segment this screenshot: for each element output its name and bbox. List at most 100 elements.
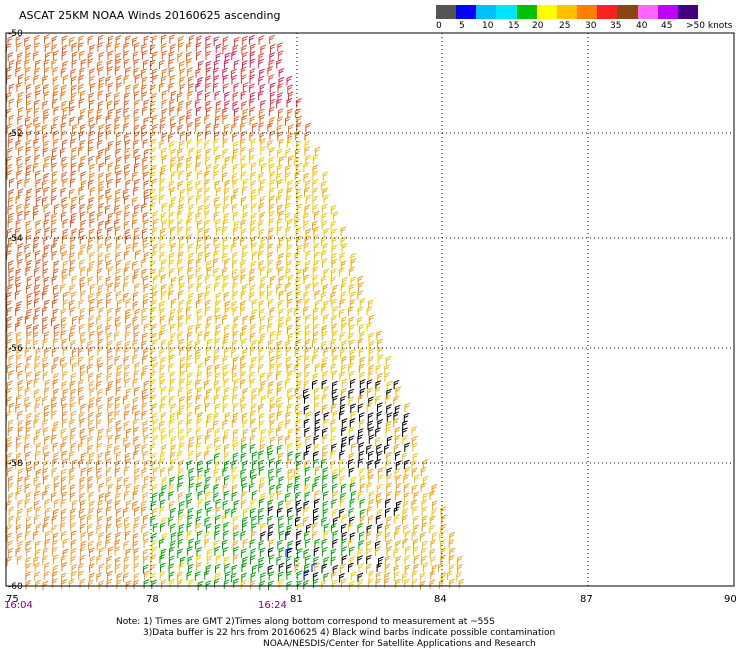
wind-barb [42, 419, 49, 429]
wind-barb [377, 419, 383, 429]
wind-barb [249, 435, 256, 445]
wind-barb [186, 163, 192, 173]
note-line: NOAA/NESDIS/Center for Satellite Applica… [263, 639, 536, 649]
wind-barb [168, 315, 175, 326]
wind-barb [251, 203, 257, 213]
wind-barb [322, 187, 328, 198]
wind-barb [205, 356, 211, 366]
wind-barb [60, 522, 66, 532]
wind-barb [89, 75, 95, 86]
wind-barb [196, 50, 202, 61]
wind-barb [368, 340, 375, 350]
wind-barb [368, 356, 375, 366]
wind-barb [161, 43, 167, 53]
wind-barb [25, 426, 32, 437]
wind-barb [42, 490, 48, 500]
wind-barb [61, 139, 68, 149]
wind-barb [115, 532, 122, 542]
wind-barb [159, 59, 165, 70]
wind-barb [80, 282, 86, 292]
wind-barb [206, 266, 213, 276]
wind-barb [53, 331, 60, 341]
wind-barb [350, 442, 357, 453]
wind-barb [224, 324, 230, 335]
wind-barb [123, 572, 129, 583]
wind-barb [205, 156, 211, 166]
wind-barb [258, 347, 265, 357]
wind-barb [35, 442, 42, 452]
wind-barb [315, 363, 321, 373]
wind-barb [133, 186, 139, 196]
wind-barb [448, 554, 455, 565]
wind-barb [151, 532, 158, 543]
wind-barb [188, 75, 194, 86]
wind-barb [35, 469, 42, 479]
wind-barb [8, 83, 15, 94]
wind-barb [44, 451, 50, 461]
wind-barb [69, 396, 76, 406]
wind-barb [250, 236, 257, 246]
wind-barb [258, 540, 265, 550]
wind-barb [197, 274, 204, 284]
wind-barb [106, 291, 112, 302]
wind-barb [124, 490, 130, 501]
wind-barb [188, 442, 194, 452]
wind-barb [312, 522, 319, 532]
wind-barb [134, 178, 140, 189]
wind-barb [42, 132, 49, 143]
wind-barb [44, 379, 51, 389]
wind-barb [34, 307, 41, 317]
wind-barb [15, 547, 22, 557]
wind-barb [177, 52, 184, 62]
wind-barb [278, 188, 284, 198]
wind-barb [240, 155, 247, 165]
wind-barb [197, 412, 204, 422]
wind-barb [107, 434, 114, 444]
wind-barb [321, 483, 328, 493]
wind-barb [269, 147, 275, 157]
wind-barb [106, 476, 112, 486]
wind-barb [97, 330, 104, 341]
wind-barb [188, 35, 195, 45]
wind-barb [251, 242, 258, 252]
wind-barb [204, 235, 211, 245]
wind-barb [232, 92, 239, 102]
wind-barb [314, 475, 321, 486]
wind-barb [160, 522, 166, 532]
wind-barb [107, 66, 113, 76]
wind-barb [205, 50, 212, 61]
wind-barb [25, 530, 31, 541]
wind-barb [368, 396, 374, 406]
wind-barb [25, 66, 31, 77]
wind-barb [97, 346, 104, 356]
wind-barb [297, 548, 303, 558]
wind-barb [224, 100, 231, 110]
wind-barb [186, 522, 193, 532]
wind-barb [349, 532, 356, 542]
wind-barb [133, 124, 140, 135]
wind-barb [35, 482, 42, 493]
wind-barb [17, 316, 24, 326]
wind-barb [367, 459, 374, 470]
wind-barb [6, 291, 12, 302]
wind-barb [242, 108, 249, 119]
wind-barb [177, 322, 184, 332]
wind-barb [304, 298, 311, 309]
wind-barb [34, 267, 40, 277]
wind-barb [240, 122, 246, 132]
wind-barb [177, 387, 184, 397]
wind-barb [268, 475, 275, 486]
wind-barb [61, 491, 68, 501]
wind-barb [294, 475, 301, 485]
wind-barb [26, 324, 33, 334]
wind-barb [348, 316, 355, 327]
wind-barb [304, 483, 311, 494]
wind-barb [233, 141, 239, 151]
wind-barb [222, 36, 229, 46]
wind-barb [150, 84, 157, 94]
wind-barb [15, 331, 22, 342]
wind-barb [97, 252, 104, 262]
wind-barb [186, 346, 193, 356]
wind-barb [152, 74, 158, 85]
wind-barb [96, 290, 103, 301]
